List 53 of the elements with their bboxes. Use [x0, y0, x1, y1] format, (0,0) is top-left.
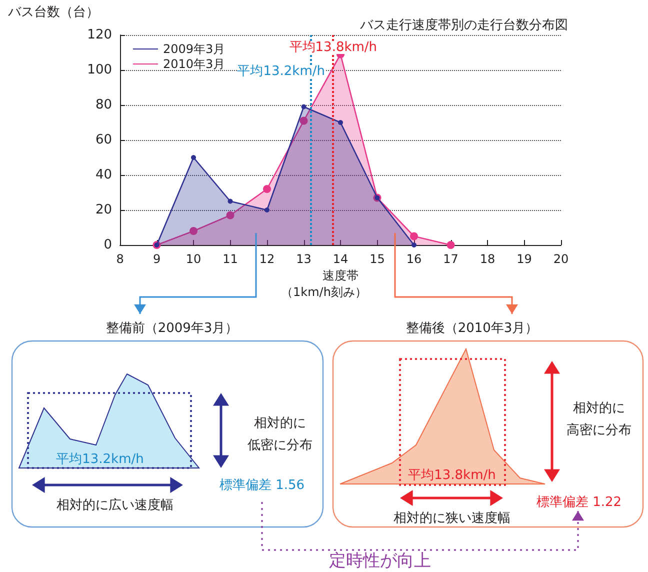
x-tick-label: 10	[186, 252, 202, 266]
text: 標準偏差 1.56	[219, 478, 305, 493]
legend-label: 2009年3月	[163, 42, 226, 56]
point	[263, 185, 271, 193]
point	[191, 155, 196, 160]
legend-label: 2010年3月	[163, 57, 226, 71]
point	[410, 232, 418, 240]
x-tick-label: 13	[296, 252, 312, 266]
text: 低密に分布	[248, 438, 312, 453]
x-tick-label: 12	[259, 252, 275, 266]
ref-line-label: 平均13.2km/h	[237, 64, 325, 79]
point	[228, 198, 233, 204]
y-axis-title: バス台数（台）	[7, 5, 99, 20]
x-tick-label: 8	[116, 252, 124, 266]
x-tick-label: 17	[443, 252, 458, 266]
x-tick-label: 11	[222, 252, 238, 266]
x-tick-label: 15	[370, 252, 385, 266]
x-axis-title: 速度帯	[322, 268, 358, 282]
point	[190, 227, 198, 235]
text: 整備前（2009年3月）	[106, 321, 238, 336]
point	[301, 104, 306, 110]
text: 平均13.8km/h	[408, 468, 496, 483]
x-tick-label: 19	[516, 252, 532, 266]
y-tick-label: 40	[95, 168, 112, 182]
y-tick-label: 60	[95, 132, 112, 148]
y-tick-label: 0	[104, 238, 112, 252]
point	[300, 116, 308, 125]
text: 相対的に	[573, 400, 625, 416]
text: 相対的に広い速度幅	[56, 497, 174, 513]
point	[226, 211, 234, 220]
text: 相対的に	[254, 415, 306, 431]
x-tick-label: 20	[553, 252, 569, 266]
x-tick-label: 14	[332, 252, 348, 266]
point	[446, 241, 455, 249]
text: 定時性が向上	[329, 551, 431, 571]
text: 平均13.2km/h	[56, 452, 144, 467]
text: 標準偏差 1.22	[536, 495, 622, 510]
y-tick-label: 20	[95, 202, 112, 218]
text: 高密に分布	[566, 422, 632, 438]
point	[264, 208, 270, 212]
y-tick-label: 100	[87, 62, 112, 78]
ref-line-label: 平均13.8km/h	[289, 40, 378, 55]
text: 整備後（2010年3月）	[406, 321, 538, 336]
chart-title: バス走行速度帯別の走行台数分布図	[359, 17, 568, 33]
y-tick-label: 80	[95, 98, 112, 112]
point	[338, 120, 343, 125]
text: （1km/h刻み）	[281, 285, 367, 299]
x-tick-label: 16	[406, 252, 422, 266]
x-tick-label: 18	[480, 252, 496, 266]
text: 相対的に狭い速度幅	[394, 510, 510, 526]
y-tick-label: 120	[87, 28, 112, 42]
point	[412, 242, 416, 248]
x-tick-label: 9	[152, 252, 161, 266]
